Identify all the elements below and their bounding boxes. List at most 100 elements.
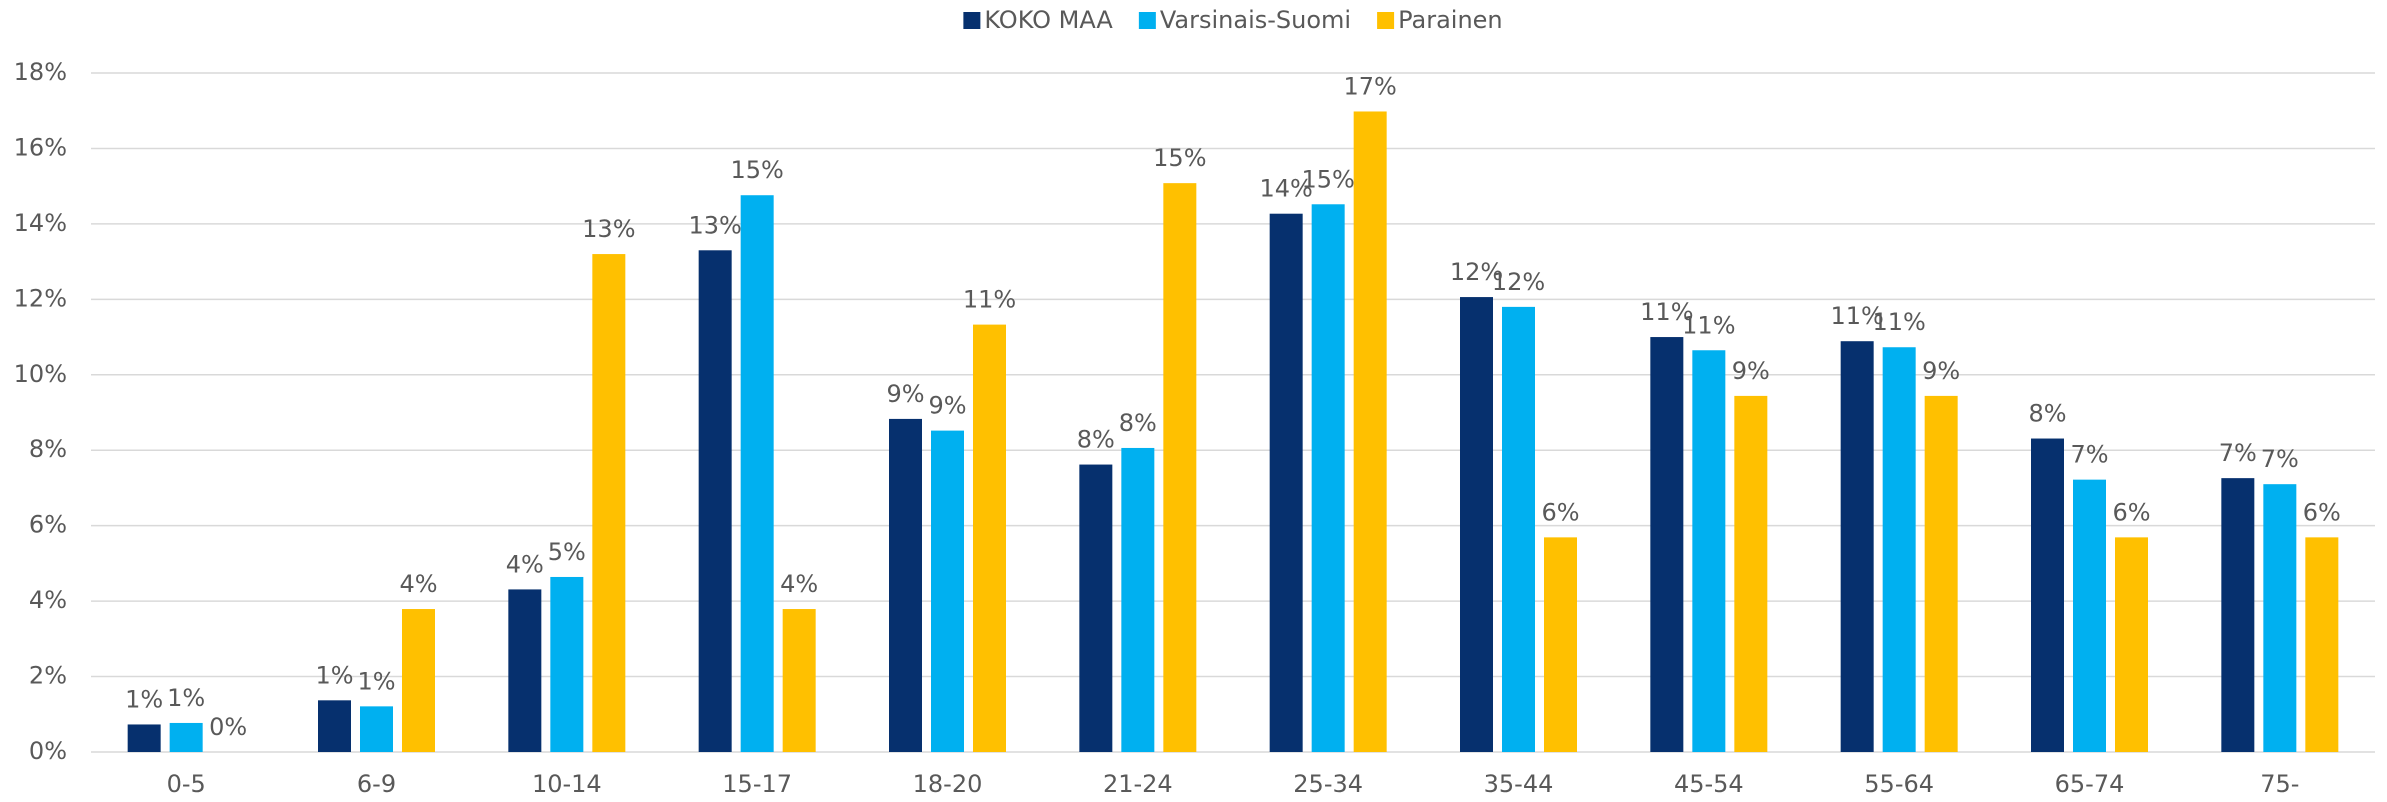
bar [782, 609, 816, 752]
y-tick-label: 6% [29, 511, 67, 539]
data-label: 9% [886, 380, 924, 408]
bar [1734, 395, 1768, 752]
data-label: 4% [780, 570, 818, 598]
bar [402, 609, 435, 752]
bar [1121, 447, 1155, 752]
bar [1924, 395, 1958, 752]
data-label: 15% [730, 156, 783, 184]
data-label: 15% [1301, 165, 1354, 193]
x-tick-label: 35-44 [1484, 770, 1554, 798]
bar [318, 700, 351, 752]
data-label: 17% [1343, 72, 1396, 100]
bar [973, 324, 1006, 752]
data-label: 7% [2219, 439, 2257, 467]
bar [1882, 347, 1916, 752]
data-label: 8% [1119, 409, 1157, 437]
data-label: 6% [2112, 498, 2150, 526]
y-tick-label: 16% [14, 133, 67, 161]
bar [2221, 478, 2255, 752]
x-tick-label: 15-17 [722, 770, 792, 798]
legend: KOKO MAA Varsinais-Suomi Parainen [963, 6, 1503, 34]
data-label: 13% [688, 211, 741, 239]
data-label: 9% [1732, 357, 1770, 385]
bar [1544, 537, 1577, 752]
data-label: 8% [2028, 400, 2066, 428]
y-tick-label: 10% [14, 360, 67, 388]
bar [931, 430, 964, 752]
bar [360, 706, 393, 752]
legend-label: Varsinais-Suomi [1160, 6, 1351, 34]
legend-label: Parainen [1398, 6, 1503, 34]
data-label: 1% [125, 685, 163, 713]
data-label: 6% [1541, 498, 1579, 526]
legend-swatch [1138, 12, 1156, 29]
data-label: 0% [209, 713, 247, 741]
bar [1269, 213, 1303, 753]
data-label: 13% [582, 215, 635, 243]
x-tick-label: 55-64 [1864, 770, 1934, 798]
x-tick-label: 21-24 [1103, 770, 1173, 798]
legend-label: KOKO MAA [984, 6, 1113, 34]
bar [1650, 337, 1684, 752]
data-label: 11% [1682, 311, 1735, 339]
data-label: 12% [1492, 268, 1545, 296]
bar [1460, 297, 1493, 752]
y-tick-label: 0% [29, 737, 67, 765]
data-label: 1% [315, 661, 353, 689]
bar [1692, 350, 1726, 752]
bar [698, 250, 732, 753]
data-label: 5% [548, 538, 586, 566]
data-label: 9% [928, 392, 966, 420]
x-tick-label: 0-5 [167, 770, 206, 798]
legend-swatch [963, 12, 981, 29]
bar [2305, 537, 2339, 752]
data-label: 4% [506, 550, 544, 578]
data-label: 9% [1922, 357, 1960, 385]
data-label: 15% [1153, 144, 1206, 172]
x-tick-label: 25-34 [1293, 770, 1363, 798]
bar [889, 418, 922, 752]
bar [127, 724, 161, 752]
x-tick-label: 18-20 [913, 770, 983, 798]
y-tick-label: 8% [29, 435, 67, 463]
bar [1311, 204, 1345, 753]
data-label: 14% [1259, 175, 1312, 203]
bar [592, 254, 626, 753]
y-tick-label: 14% [14, 209, 67, 237]
data-label: 7% [2261, 445, 2299, 473]
y-tick-label: 12% [14, 284, 67, 312]
data-label: 1% [357, 667, 395, 695]
data-label: 1% [167, 684, 205, 712]
y-tick-label: 4% [29, 586, 67, 614]
x-tick-label: 65-74 [2055, 770, 2125, 798]
data-label: 11% [1830, 302, 1883, 330]
data-label: 11% [1872, 308, 1925, 336]
bar [1353, 111, 1387, 752]
data-label: 11% [1640, 298, 1693, 326]
data-label: 4% [399, 570, 437, 598]
bar [1502, 306, 1535, 752]
legend-swatch [1377, 12, 1395, 29]
bar [550, 576, 584, 752]
x-tick-label: 6-9 [357, 770, 396, 798]
bar [2263, 484, 2297, 752]
bar [2073, 479, 2106, 752]
y-tick-label: 2% [29, 662, 67, 690]
bar [1840, 341, 1874, 752]
x-tick-label: 75- [2260, 770, 2299, 798]
x-tick-label: 10-14 [532, 770, 602, 798]
x-tick-label: 45-54 [1674, 770, 1744, 798]
data-label: 12% [1450, 258, 1503, 286]
bar [508, 589, 542, 752]
data-label: 8% [1077, 426, 1115, 454]
data-label: 11% [963, 286, 1016, 314]
bar [2031, 438, 2064, 752]
bar [740, 195, 774, 753]
bar [1163, 183, 1197, 752]
y-tick-label: 18% [14, 58, 67, 86]
bar [169, 722, 203, 752]
bar [1079, 464, 1113, 752]
data-label: 6% [2303, 498, 2341, 526]
data-label: 7% [2070, 441, 2108, 469]
